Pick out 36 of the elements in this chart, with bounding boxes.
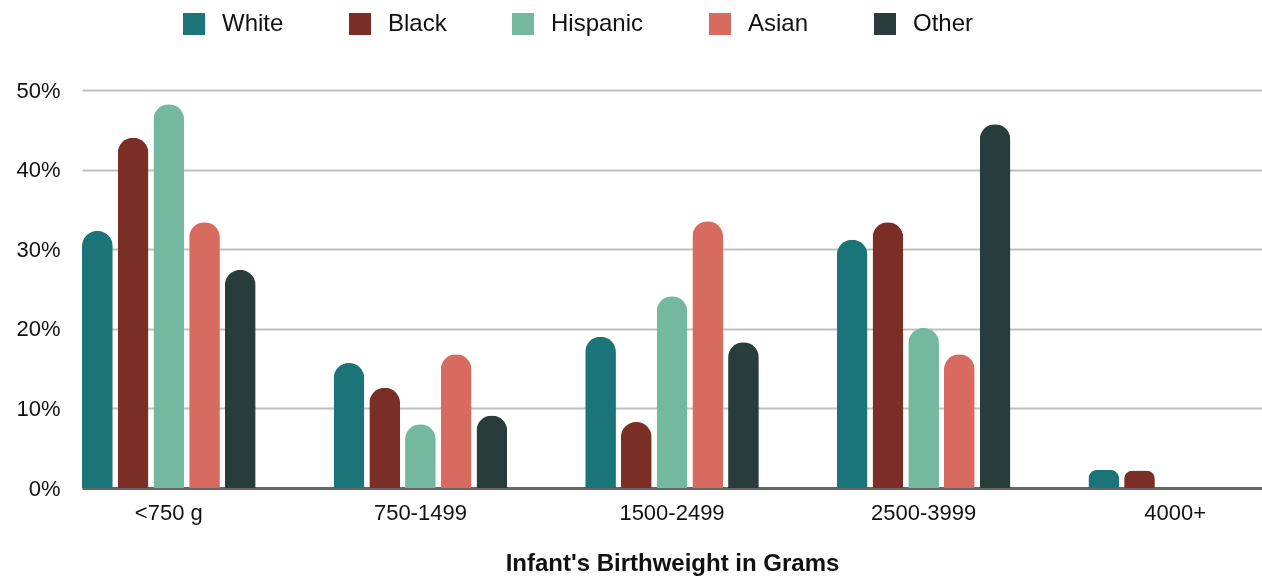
legend-label: Black	[388, 9, 448, 36]
bar	[333, 363, 365, 488]
bar	[620, 421, 652, 488]
bar	[979, 124, 1011, 488]
bar	[153, 104, 185, 488]
x-tick-label: 750-1499	[373, 499, 467, 525]
y-tick-label: 0%	[28, 475, 61, 501]
legend-label: Other	[913, 9, 974, 36]
bar	[476, 415, 508, 488]
x-tick-label: <750 g	[134, 499, 203, 525]
bar	[369, 387, 401, 488]
bar	[82, 230, 113, 488]
bar	[656, 296, 688, 488]
legend-label: White	[222, 9, 284, 36]
legend-label: Hispanic	[551, 9, 644, 36]
bar	[585, 336, 616, 488]
y-tick-label: 50%	[16, 77, 61, 103]
bar	[440, 354, 472, 488]
y-tick-label: 10%	[16, 395, 61, 421]
bar	[943, 354, 975, 488]
y-tick-label: 30%	[16, 236, 61, 262]
legend-label: Asian	[748, 9, 809, 36]
y-tick-label: 20%	[16, 316, 61, 342]
x-tick-label: 4000+	[1144, 499, 1207, 525]
bar	[908, 328, 939, 488]
bar	[224, 269, 256, 488]
bar	[189, 222, 220, 488]
x-tick-label: 1500-2499	[619, 499, 725, 525]
bar	[117, 137, 149, 488]
x-axis-title: Infant's Birthweight in Grams	[505, 548, 840, 576]
y-tick-label: 40%	[16, 157, 61, 183]
bar	[836, 239, 868, 488]
bar	[692, 221, 724, 488]
x-tick-label: 2500-3999	[870, 499, 977, 525]
bar	[728, 342, 759, 488]
bar	[872, 222, 904, 488]
